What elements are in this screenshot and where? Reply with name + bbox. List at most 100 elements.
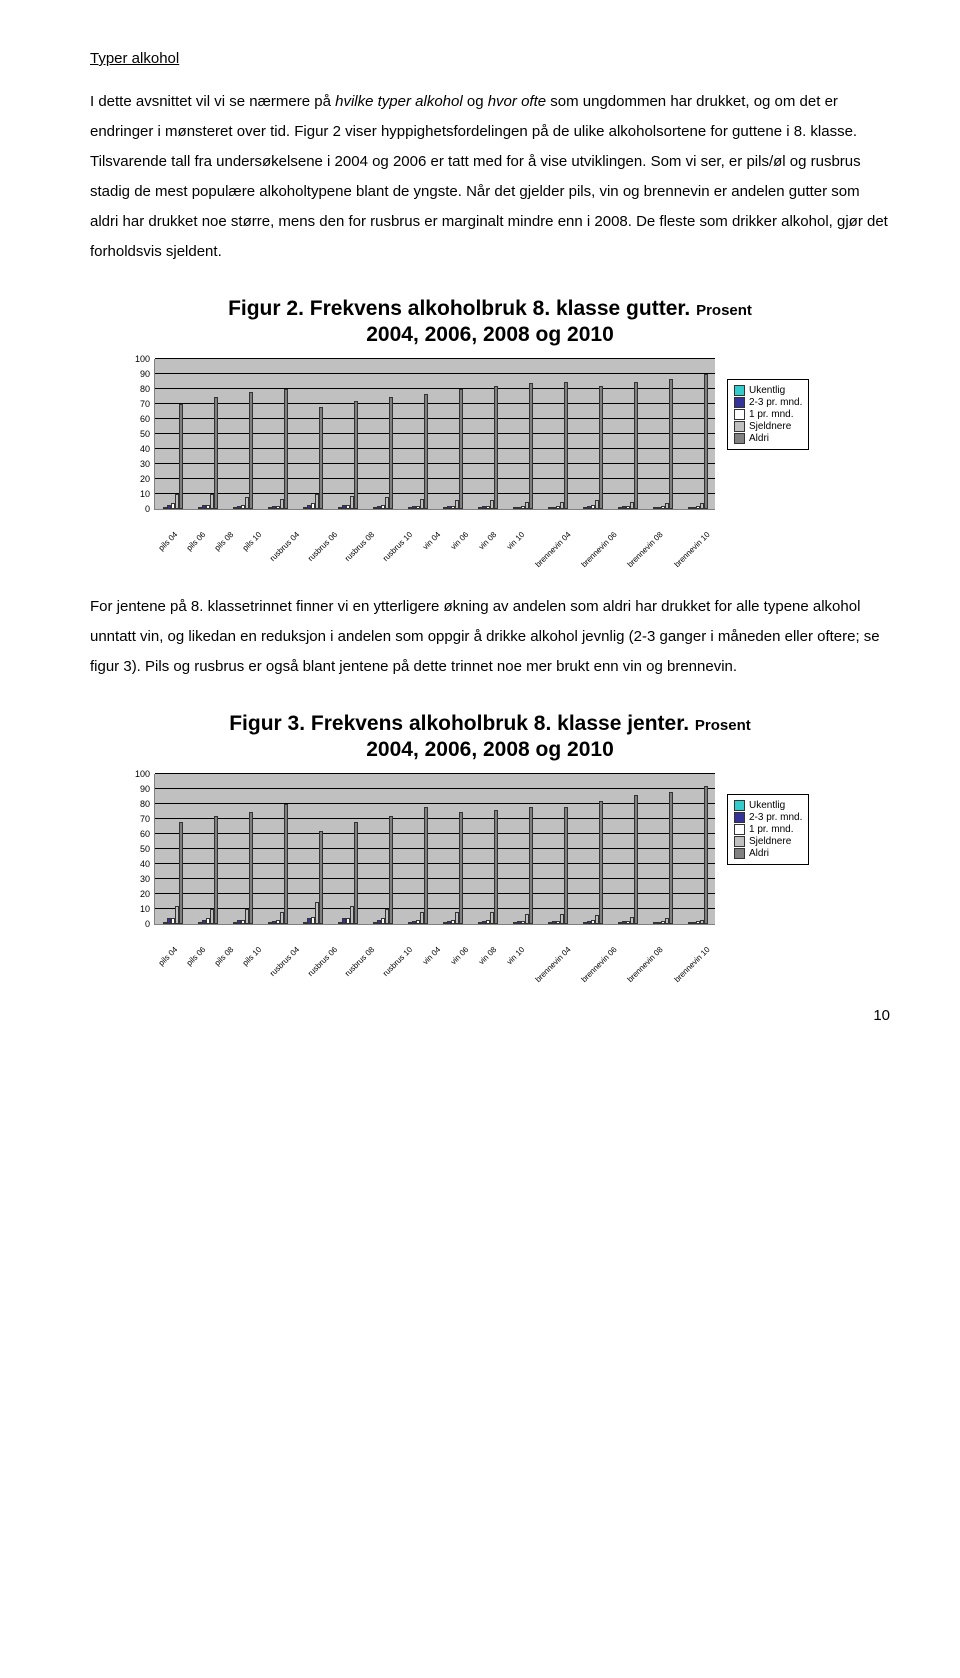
- legend-item: Sjeldnere: [734, 421, 802, 432]
- legend-swatch: [734, 824, 745, 835]
- bar: [179, 404, 183, 509]
- bar-group: [540, 774, 575, 924]
- legend-item: 1 pr. mnd.: [734, 409, 802, 420]
- bar-group: [155, 774, 190, 924]
- legend-item: 2-3 pr. mnd.: [734, 397, 802, 408]
- figure-3-title-2: 2004, 2006, 2008 og 2010: [130, 738, 850, 762]
- bar: [459, 812, 463, 925]
- legend-swatch: [734, 421, 745, 432]
- bar: [319, 407, 323, 509]
- bar-group: [260, 359, 295, 509]
- legend-label: Sjeldnere: [749, 836, 791, 847]
- legend-item: 2-3 pr. mnd.: [734, 812, 802, 823]
- bar: [704, 786, 708, 924]
- bar: [599, 801, 603, 924]
- legend-item: Aldri: [734, 848, 802, 859]
- legend-swatch: [734, 836, 745, 847]
- fig3-title-a: Figur 3. Frekvens alkoholbruk 8. klasse …: [229, 712, 695, 735]
- bar-group: [190, 359, 225, 509]
- bar-group: [540, 359, 575, 509]
- p1-d: hvor ofte: [488, 93, 546, 110]
- bar: [354, 822, 358, 924]
- bar: [564, 382, 568, 510]
- bar-group: [470, 359, 505, 509]
- figure-3: Figur 3. Frekvens alkoholbruk 8. klasse …: [130, 712, 850, 967]
- figure-3-title-1: Figur 3. Frekvens alkoholbruk 8. klasse …: [130, 712, 850, 736]
- bar-group: [225, 359, 260, 509]
- bar-group: [400, 774, 435, 924]
- bar-group: [575, 774, 610, 924]
- paragraph-1: I dette avsnittet vil vi se nærmere på h…: [90, 87, 890, 267]
- bar-group: [505, 774, 540, 924]
- legend-item: Ukentlig: [734, 800, 802, 811]
- fig2-yaxis: 0102030405060708090100: [130, 359, 150, 509]
- p1-a: I dette avsnittet vil vi se nærmere på: [90, 93, 335, 110]
- legend-item: Sjeldnere: [734, 836, 802, 847]
- bar: [389, 397, 393, 510]
- legend-label: Ukentlig: [749, 800, 785, 811]
- bar: [564, 807, 568, 924]
- bar-group: [260, 774, 295, 924]
- bar-group: [610, 774, 645, 924]
- bar: [669, 379, 673, 510]
- legend-swatch: [734, 409, 745, 420]
- legend-label: 1 pr. mnd.: [749, 409, 793, 420]
- legend-swatch: [734, 800, 745, 811]
- legend-swatch: [734, 385, 745, 396]
- bar: [494, 386, 498, 509]
- fig3-yaxis: 0102030405060708090100: [130, 774, 150, 924]
- fig2-title-a: Figur 2. Frekvens alkoholbruk 8. klasse …: [228, 297, 696, 320]
- bar-group: [645, 359, 680, 509]
- bar-group: [190, 774, 225, 924]
- p1-b: hvilke typer alkohol: [335, 93, 463, 110]
- bar-group: [330, 774, 365, 924]
- section-title: Typer alkohol: [90, 50, 890, 67]
- bar: [249, 392, 253, 509]
- x-label: brennevin 10: [672, 530, 733, 591]
- bar: [529, 807, 533, 924]
- legend-label: Aldri: [749, 848, 769, 859]
- bar: [214, 397, 218, 510]
- fig2-plot: [154, 359, 715, 510]
- legend-label: Ukentlig: [749, 385, 785, 396]
- legend-swatch: [734, 848, 745, 859]
- bar: [389, 816, 393, 924]
- bar: [214, 816, 218, 924]
- fig2-xaxis: pils 04pils 06pils 08pils 10rusbrus 04ru…: [154, 512, 714, 552]
- bar: [354, 401, 358, 509]
- fig2-title-small: Prosent: [696, 302, 752, 319]
- bar-group: [470, 774, 505, 924]
- bar-group: [575, 359, 610, 509]
- bar: [424, 807, 428, 924]
- legend-swatch: [734, 812, 745, 823]
- bar: [704, 374, 708, 509]
- bar-group: [435, 774, 470, 924]
- legend-label: 2-3 pr. mnd.: [749, 812, 802, 823]
- bar: [494, 810, 498, 924]
- p1-c: og: [463, 93, 488, 110]
- fig3-title-small: Prosent: [695, 717, 751, 734]
- bar-group: [155, 359, 190, 509]
- legend-label: Aldri: [749, 433, 769, 444]
- bar-group: [505, 359, 540, 509]
- bar: [319, 831, 323, 924]
- bar: [669, 792, 673, 924]
- legend-label: Sjeldnere: [749, 421, 791, 432]
- bar-group: [365, 359, 400, 509]
- bar-group: [680, 774, 715, 924]
- fig3-plot: [154, 774, 715, 925]
- bar: [284, 389, 288, 509]
- bar: [424, 394, 428, 510]
- x-label: brennevin 10: [672, 945, 733, 1006]
- bar-group: [295, 774, 330, 924]
- bar: [249, 812, 253, 925]
- bar: [599, 386, 603, 509]
- paragraph-2: For jentene på 8. klassetrinnet finner v…: [90, 592, 890, 682]
- bar: [634, 795, 638, 924]
- figure-2-title-1: Figur 2. Frekvens alkoholbruk 8. klasse …: [130, 297, 850, 321]
- legend-label: 1 pr. mnd.: [749, 824, 793, 835]
- bar: [634, 382, 638, 510]
- legend-item: Aldri: [734, 433, 802, 444]
- legend-item: Ukentlig: [734, 385, 802, 396]
- bar-group: [295, 359, 330, 509]
